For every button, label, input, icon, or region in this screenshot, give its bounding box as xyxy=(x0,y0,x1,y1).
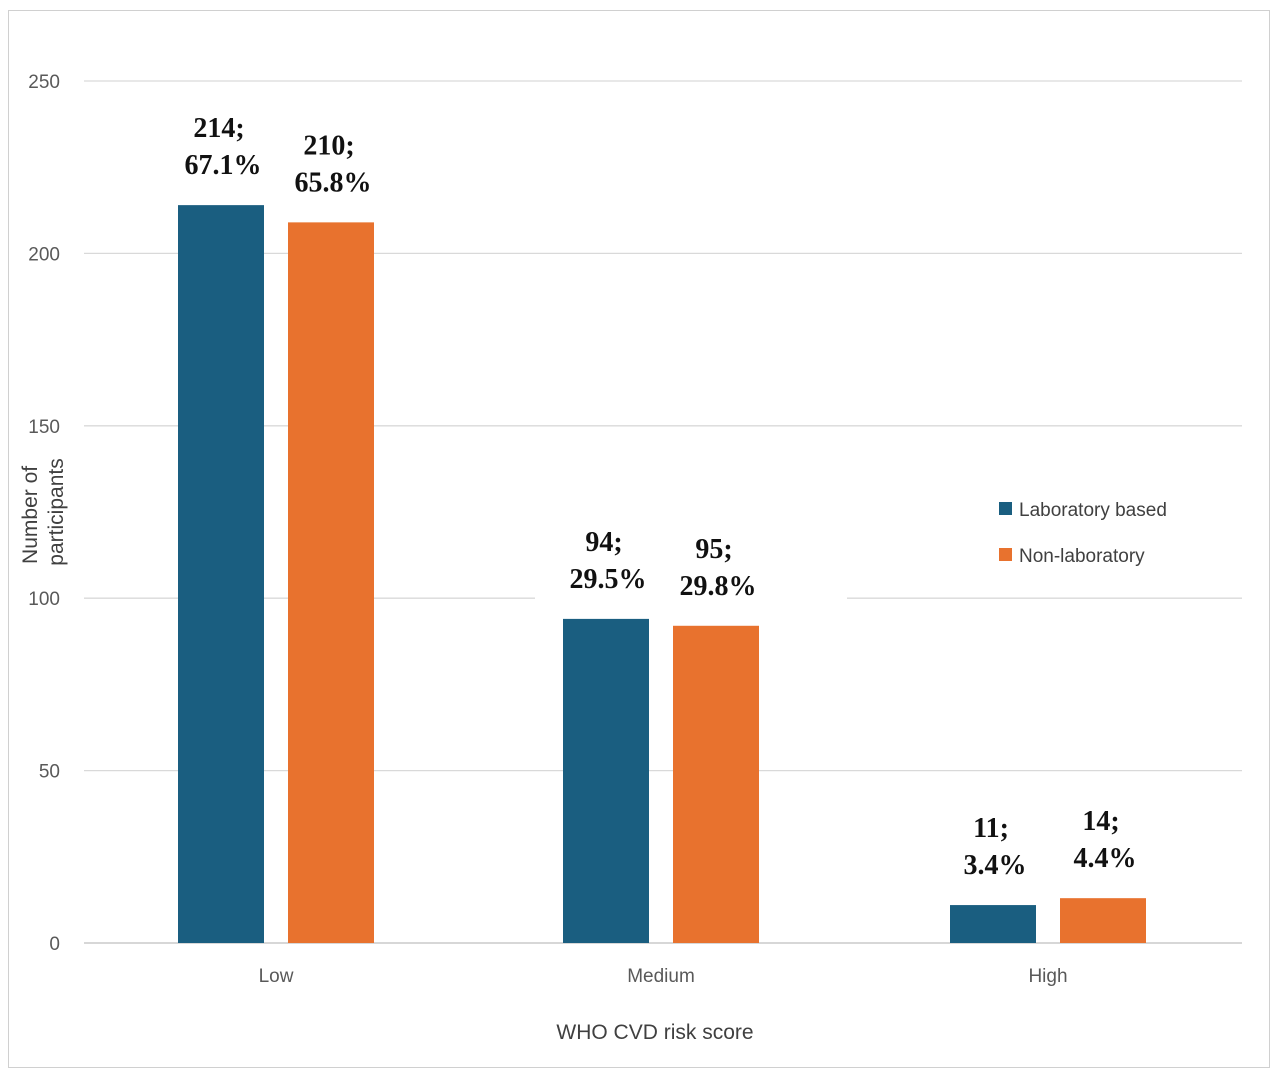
x-tick-labels: Low Medium High xyxy=(259,966,1068,987)
bar-medium-non-laboratory xyxy=(673,625,759,943)
data-label-count: 210; xyxy=(303,130,354,161)
y-tick-label: 250 xyxy=(28,72,60,93)
data-label-count: 95; xyxy=(695,534,732,565)
x-tick-label: Low xyxy=(259,966,294,987)
y-axis-title-line-2: participants xyxy=(45,458,68,565)
y-axis-title: Number of participants xyxy=(19,458,68,565)
y-axis-title-line-1: Number of xyxy=(19,466,42,564)
y-tick-label: 100 xyxy=(28,589,60,610)
data-label-percent: 3.4% xyxy=(964,850,1027,881)
data-label: 11; 3.4% xyxy=(964,813,1027,881)
data-labels: 214; 67.1% 210; 65.8% 94; 29.5% 95; 29.8% 11; 3.4… xyxy=(185,113,1137,881)
data-label-percent: 67.1% xyxy=(185,150,262,181)
y-tick-label: 50 xyxy=(39,762,60,783)
label-background xyxy=(535,585,847,613)
data-label: 214; 67.1% xyxy=(185,113,262,181)
data-label-percent: 65.8% xyxy=(295,167,372,198)
x-axis-title: WHO CVD risk score xyxy=(556,1021,753,1044)
data-label: 210; 65.8% xyxy=(295,130,372,198)
y-tick-labels: 0 50 100 150 200 250 xyxy=(28,72,60,955)
gridlines xyxy=(84,80,1242,944)
data-label: 14; 4.4% xyxy=(1074,806,1137,874)
legend-label: Non-laboratory xyxy=(1019,546,1145,567)
bar-medium-laboratory xyxy=(563,618,649,943)
data-label-count: 14; xyxy=(1082,806,1119,837)
bar-high-laboratory xyxy=(950,905,1036,943)
legend-label: Laboratory based xyxy=(1019,500,1167,521)
data-label-percent: 29.5% xyxy=(570,564,647,595)
y-tick-label: 200 xyxy=(28,244,60,265)
y-tick-label: 0 xyxy=(49,934,60,955)
data-label-count: 214; xyxy=(193,113,244,144)
data-label-percent: 4.4% xyxy=(1074,843,1137,874)
legend-swatch xyxy=(999,502,1012,515)
data-label-percent: 29.8% xyxy=(680,571,757,602)
bars xyxy=(178,205,1146,944)
data-label-count: 94; xyxy=(585,527,622,558)
y-tick-label: 150 xyxy=(28,417,60,438)
data-label: 95; 29.8% xyxy=(680,534,757,602)
bar-low-non-laboratory xyxy=(288,222,374,944)
legend-swatch xyxy=(999,548,1012,561)
bar-high-non-laboratory xyxy=(1060,898,1146,943)
data-label: 94; 29.5% xyxy=(570,527,647,595)
data-label-count: 11; xyxy=(973,813,1009,844)
legend: Laboratory based Non-laboratory xyxy=(999,500,1167,567)
x-tick-label: High xyxy=(1028,966,1067,987)
bar-low-laboratory xyxy=(178,205,264,944)
x-tick-label: Medium xyxy=(627,966,695,987)
